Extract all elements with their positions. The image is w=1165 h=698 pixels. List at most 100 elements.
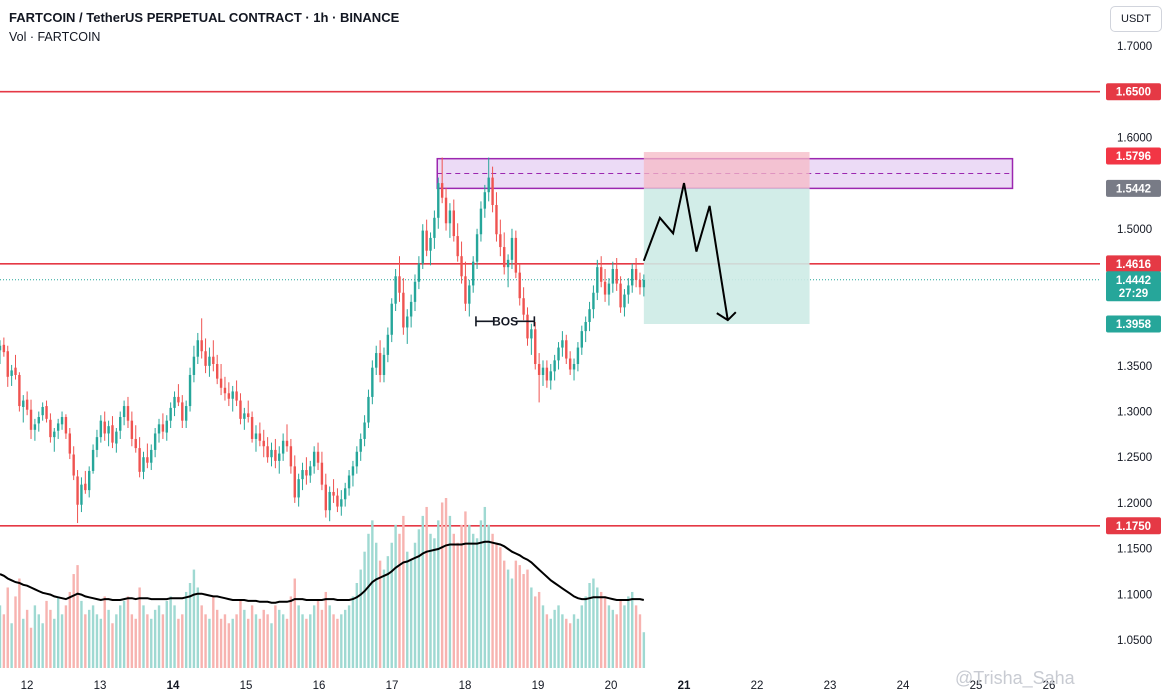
candle-body <box>627 285 630 295</box>
candle-body <box>479 208 483 235</box>
volume-bar <box>444 498 448 668</box>
volume-bar <box>343 609 347 668</box>
volume-bar <box>479 520 483 668</box>
candle-body <box>320 462 324 485</box>
price-tick: 1.6000 <box>1117 132 1152 144</box>
candle-body <box>80 484 83 505</box>
time-tick: 17 <box>386 680 399 692</box>
candle-body <box>328 491 331 511</box>
time-tick: 23 <box>824 680 837 692</box>
candle-body <box>561 340 564 348</box>
candle-body <box>115 431 118 444</box>
candle-body <box>351 466 355 476</box>
volume-bar <box>37 614 40 668</box>
volume-bar <box>506 569 510 668</box>
volume-bar <box>235 614 238 668</box>
volume-bar <box>270 623 273 668</box>
volume-bar <box>541 605 545 668</box>
candle-body <box>433 217 436 238</box>
candle-body <box>324 484 328 511</box>
price-tick: 1.2000 <box>1117 498 1152 510</box>
volume-bar <box>456 542 459 668</box>
volume-bar <box>262 609 265 668</box>
volume-bar <box>530 587 533 668</box>
price-tag-text: 1.4442 <box>1116 275 1151 287</box>
volume-bar <box>72 574 75 668</box>
candle-body <box>394 276 397 304</box>
volume-bar <box>293 578 296 668</box>
candle-body <box>359 438 362 452</box>
candle-body <box>250 417 254 439</box>
candle-body <box>25 399 29 410</box>
price-tag-0 <box>1106 83 1161 101</box>
candle-body <box>390 303 393 335</box>
volume-bar <box>258 618 262 668</box>
volume-bar <box>227 623 231 668</box>
volume-bar <box>188 583 192 668</box>
price-tag-6 <box>1106 517 1161 535</box>
price-axis[interactable]: 1.70001.60001.50001.45001.40001.35001.30… <box>1117 41 1152 647</box>
volume-bar <box>568 623 572 668</box>
candle-body <box>293 466 296 498</box>
volume-bar <box>200 605 203 668</box>
volume-bar <box>537 591 541 668</box>
candle-body <box>355 451 359 467</box>
candle-body <box>572 364 576 370</box>
volume-bar <box>402 515 405 668</box>
volume-bar <box>33 605 37 668</box>
candle-body <box>506 259 510 268</box>
volume-bar <box>584 596 587 668</box>
candle-body <box>142 457 145 472</box>
volume-bar <box>421 515 424 668</box>
volume-bar <box>309 614 312 668</box>
time-tick: 19 <box>532 680 545 692</box>
volume-bar <box>285 618 289 668</box>
volume-bar <box>84 614 87 668</box>
volume-bar <box>487 524 490 668</box>
candle-body <box>49 419 52 438</box>
candle-body <box>549 371 552 381</box>
volume-ma-line <box>0 540 645 604</box>
price-tag-2 <box>1106 179 1161 197</box>
candle-body <box>161 424 165 432</box>
volume-bar <box>599 591 603 668</box>
candle-body <box>0 345 2 351</box>
candle-body <box>510 237 514 260</box>
candle-body <box>545 367 549 381</box>
time-tick: 12 <box>21 680 34 692</box>
candle-body <box>534 329 537 365</box>
volume-bar <box>107 609 110 668</box>
candle-body <box>576 347 580 365</box>
time-tick: 25 <box>970 680 983 692</box>
candle-body <box>87 470 91 491</box>
annotation-layer: BOS <box>475 182 737 328</box>
projection-path <box>642 182 729 321</box>
candle-body <box>223 387 227 394</box>
candle-body <box>219 378 223 388</box>
symbol-title[interactable]: FARTCOIN / TetherUS PERPETUAL CONTRACT ·… <box>9 10 400 25</box>
time-tick: 20 <box>605 680 618 692</box>
candle-body <box>138 448 141 472</box>
volume-bar <box>18 578 21 668</box>
volume-bar <box>499 547 502 668</box>
candle-body <box>91 449 95 471</box>
volume-bar <box>56 596 60 668</box>
volume-bar <box>126 596 130 668</box>
volume-bar <box>278 609 281 668</box>
candle-body <box>2 344 6 353</box>
watermark: @Trisha_Saha <box>955 668 1075 688</box>
volume-bar <box>142 605 145 668</box>
volume-bar <box>557 605 560 668</box>
volume-indicator-label[interactable]: Vol · FARTCOIN <box>9 30 101 44</box>
candle-body <box>483 192 487 209</box>
time-axis[interactable]: 12 13 14 15 16 17 18 19 20 21 22 23 24 25 26 <box>21 680 1056 692</box>
volume-bar <box>332 614 335 668</box>
volume-bar <box>239 600 242 668</box>
candle-body <box>332 491 335 496</box>
currency-button[interactable]: USDT <box>1110 6 1162 32</box>
volume-bar <box>80 600 83 668</box>
candle-body <box>468 285 471 304</box>
candle-body <box>33 424 37 430</box>
